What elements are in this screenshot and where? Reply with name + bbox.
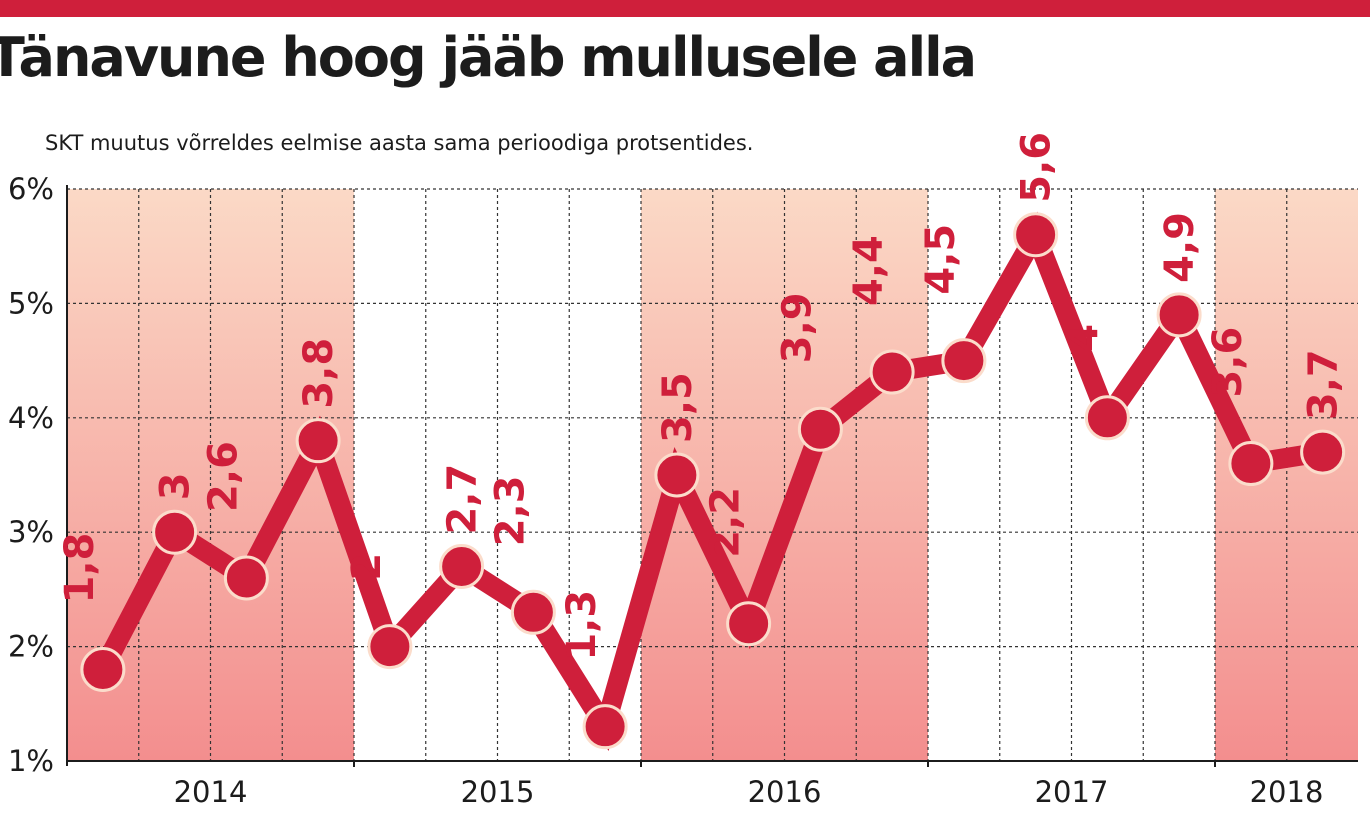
data-point: [654, 452, 700, 498]
data-label: 2,3: [487, 475, 533, 546]
data-label: 1,3: [559, 590, 605, 661]
data-label: 3,7: [1301, 349, 1347, 420]
data-label: 2,2: [703, 487, 749, 558]
data-point: [439, 544, 485, 590]
y-tick-label: 6%: [8, 172, 54, 206]
x-tick-label: 2018: [1250, 775, 1324, 809]
data-labels: 1,8 3 2,6 3,8 2 2,7 2,3 1,3 3,52,2 3,9 4,4 4,5 5,6 4 4…: [57, 132, 1347, 661]
x-tick-label: 2017: [1035, 775, 1109, 809]
gridlines: [67, 188, 1358, 761]
x-tick-label: 2016: [748, 775, 822, 809]
data-point: [726, 601, 772, 647]
data-point: [1084, 395, 1130, 441]
x-tick-label: 2015: [461, 775, 535, 809]
data-label: 3,5: [655, 372, 701, 443]
chart-title: Tänavune hoog jääb mullusele alla: [0, 26, 977, 89]
data-point: [152, 509, 198, 555]
data-point: [941, 338, 987, 384]
y-tick-label: 3%: [8, 515, 54, 549]
data-point: [223, 555, 269, 601]
x-tick-labels: 2014 2015 2016 2017 2018: [174, 775, 1324, 809]
data-label: 3,6: [1205, 327, 1251, 398]
data-point: [869, 349, 915, 395]
chart-subtitle: SKT muutus võrreldes eelmise aasta sama …: [45, 131, 754, 155]
data-point: [510, 589, 556, 635]
data-point: [797, 406, 843, 452]
data-label: 2,7: [440, 464, 486, 535]
data-point: [1156, 292, 1202, 338]
data-point: [1300, 429, 1346, 475]
y-tick-label: 2%: [8, 630, 54, 664]
data-label: 2,6: [200, 441, 246, 512]
data-label: 4,5: [918, 224, 964, 295]
y-tick-label: 5%: [8, 286, 54, 320]
x-tick-label: 2014: [174, 775, 248, 809]
data-points: [80, 212, 1346, 750]
data-label: 1,8: [57, 533, 103, 604]
data-label: 4: [1061, 324, 1107, 352]
data-point: [295, 418, 341, 464]
data-point: [1228, 441, 1274, 487]
y-tick-label: 4%: [8, 401, 54, 435]
data-label: 2: [344, 553, 390, 581]
data-label: 3,9: [774, 292, 820, 363]
data-label: 5,6: [1014, 132, 1060, 203]
y-tick-label: 1%: [8, 744, 54, 778]
top-accent-bar: [0, 0, 1370, 17]
data-point: [1013, 212, 1059, 258]
data-label: 3,8: [296, 338, 342, 409]
data-point: [367, 624, 413, 670]
axes: [66, 185, 1358, 767]
data-label: 4,4: [846, 235, 892, 306]
data-label: 4,9: [1157, 212, 1203, 283]
y-tick-labels: 1% 2% 3% 4% 5% 6%: [8, 172, 54, 778]
data-point: [80, 646, 126, 692]
data-label: 3: [153, 472, 199, 500]
data-point: [582, 704, 628, 750]
